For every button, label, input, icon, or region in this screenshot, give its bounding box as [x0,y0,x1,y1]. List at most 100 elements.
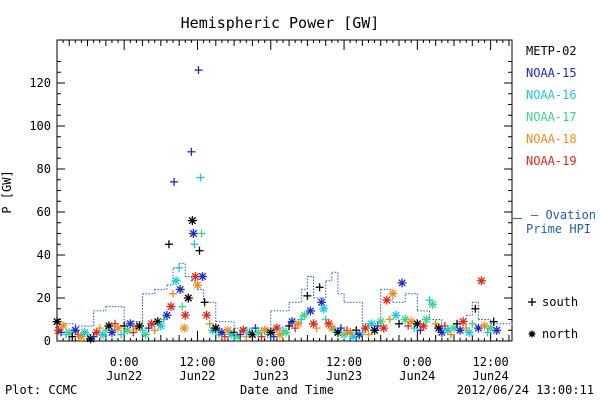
north-marker [179,323,189,333]
north-marker [464,327,474,337]
north-marker [162,310,172,320]
x-tick-label-date: Jun24 [473,369,509,383]
north-marker [202,310,212,320]
legend-item: METP-02 [526,44,577,58]
y-tick-label: 40 [37,248,51,262]
north-marker [58,321,68,331]
ovation-series [57,263,513,329]
south-marker [395,319,404,328]
north-marker [360,323,370,333]
north-marker [455,325,465,335]
x-tick-label-time: 12:00 [473,355,509,369]
north-marker [305,306,315,316]
y-tick-label: 0 [44,334,51,348]
ovation-label-line2: Prime HPI [526,222,591,236]
south-marker [170,177,179,186]
north-marker [125,319,135,329]
north-marker [317,297,327,307]
south-marker [315,283,324,292]
north-marker [134,321,144,331]
x-tick-label-time: 0:00 [110,355,139,369]
legend-item: NOAA-17 [526,110,577,124]
north-marker [476,276,486,286]
south-marker [336,324,345,333]
south-marker [269,332,278,341]
north-marker [428,299,438,309]
south-marker [187,147,196,156]
north-marker [187,216,197,226]
x-tick-label-date: Jun23 [253,369,289,383]
south-marker [303,291,312,300]
south-marker [528,298,536,306]
north-marker [211,323,221,333]
north-marker [370,325,380,335]
y-axis-label: P [GW] [0,170,14,213]
chart-title: Hemispheric Power [GW] [181,14,380,32]
north-marker [180,310,190,320]
north-marker [281,327,291,337]
x-tick-label-date: Jun22 [179,369,215,383]
north-marker [299,310,309,320]
north-marker [376,317,386,327]
north-marker [98,330,108,340]
legend: METP-02 NOAA-15 NOAA-16 NOAA-17 NOAA-18 NOAA-… [526,44,577,168]
north-marker [492,325,502,335]
north-marker [141,330,151,340]
south-marker [194,66,203,75]
marker-key: south north [528,295,578,341]
south-marker [489,317,498,326]
legend-item: NOAA-19 [526,154,577,168]
south-marker [200,298,209,307]
north-marker [458,317,468,327]
south-marker [57,328,66,337]
south-marker [68,332,77,341]
x-tick-label-date: Jun23 [326,369,362,383]
y-tick-label: 120 [29,76,51,90]
south-marker [220,332,229,341]
north-marker [309,319,319,329]
north-marker [266,327,276,337]
north-marker [418,321,428,331]
north-marker [188,229,198,238]
south-marker [196,173,205,182]
south-marker [175,263,184,272]
south-marker [150,326,159,335]
x-tick-label-time: 12:00 [179,355,215,369]
south-marker [95,324,104,333]
north-marker [382,295,392,305]
x-tick-label-time: 0:00 [256,355,285,369]
x-tick-label-time: 0:00 [403,355,432,369]
footer-right: 2012/06/24 13:00:11 [457,383,594,397]
south-marker [453,319,462,328]
north-marker [156,321,166,331]
south-marker [178,302,187,311]
south-marker [164,240,173,249]
south-marker [169,289,178,298]
south-marker [312,324,321,333]
north-marker [171,276,181,286]
x-tick-label-time: 12:00 [326,355,362,369]
south-marker [385,315,394,324]
marker-key-label: north [542,327,578,341]
y-tick-label: 60 [37,205,51,219]
north-marker [319,304,329,314]
south-marker [446,330,455,339]
south-marker [205,319,214,328]
y-axis: 0 20 40 60 80 100 120 [29,61,512,348]
north-marker [198,272,208,281]
south-marker [468,319,477,328]
south-marker [190,240,199,249]
north-marker [192,280,202,290]
north-marker [70,325,80,335]
ovation-label-line1: – Ovation [531,208,596,222]
x-tick-label-date: Jun24 [399,369,435,383]
north-marker [52,317,62,327]
y-tick-label: 100 [29,119,51,133]
south-marker [117,330,126,339]
footer-left: Plot: CCMC [5,383,77,397]
legend-item: NOAA-16 [526,88,577,102]
south-marker [471,304,480,313]
y-tick-label: 20 [37,291,51,305]
x-axis-label: Date and Time [240,383,334,397]
